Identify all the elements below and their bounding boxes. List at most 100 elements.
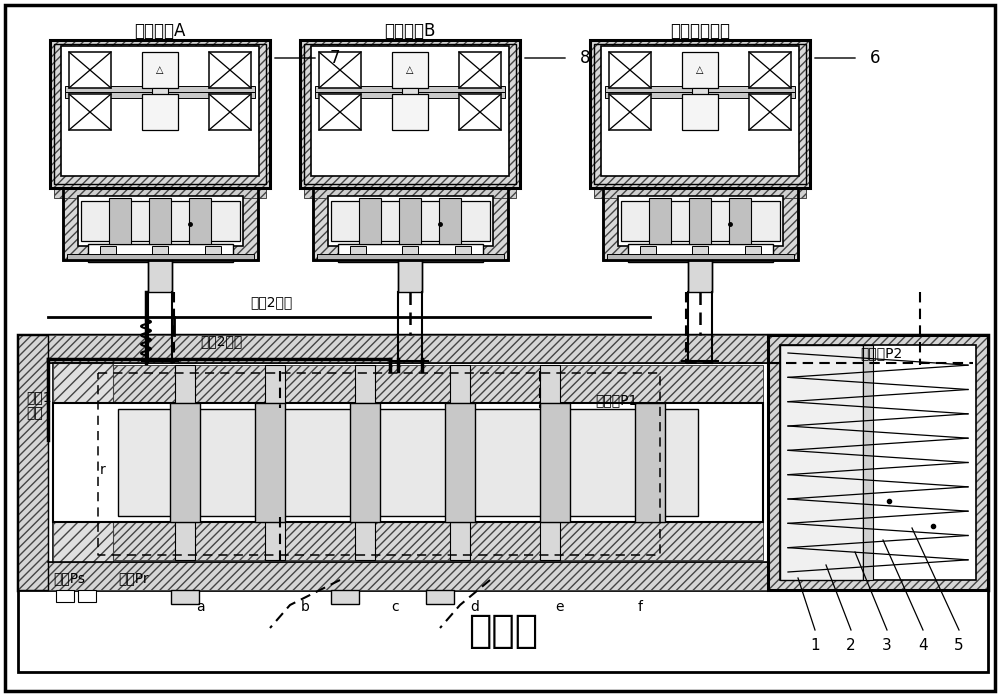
Bar bbox=[399, 198, 421, 244]
Bar bbox=[18, 335, 48, 590]
Bar bbox=[315, 92, 505, 98]
Bar bbox=[312, 188, 508, 260]
Bar bbox=[53, 403, 763, 522]
Bar bbox=[175, 365, 195, 403]
Bar bbox=[56, 590, 74, 602]
Bar bbox=[53, 365, 763, 403]
Bar bbox=[18, 335, 48, 590]
Bar bbox=[53, 363, 113, 562]
Bar bbox=[312, 188, 508, 260]
Bar bbox=[590, 40, 810, 188]
Bar bbox=[692, 246, 708, 256]
Bar bbox=[100, 246, 116, 256]
Bar bbox=[682, 52, 718, 88]
Bar bbox=[590, 40, 810, 188]
Bar bbox=[61, 46, 259, 176]
Bar bbox=[319, 52, 361, 88]
Bar bbox=[48, 562, 768, 590]
Text: 8: 8 bbox=[580, 49, 590, 67]
Bar bbox=[620, 201, 780, 241]
Text: 负载1
通道: 负载1 通道 bbox=[26, 390, 52, 420]
Bar bbox=[304, 188, 516, 198]
Bar bbox=[768, 335, 988, 590]
Bar bbox=[618, 196, 782, 246]
Bar bbox=[53, 522, 763, 560]
Text: 试验台: 试验台 bbox=[468, 612, 538, 650]
Bar bbox=[749, 94, 791, 130]
Bar bbox=[315, 86, 505, 92]
Bar bbox=[540, 403, 570, 522]
Text: 控制油P1: 控制油P1 bbox=[595, 393, 637, 407]
Bar bbox=[744, 246, 761, 256]
Text: 试验产品B: 试验产品B bbox=[384, 22, 436, 40]
Bar bbox=[439, 198, 461, 244]
Bar bbox=[402, 88, 418, 98]
Bar bbox=[749, 52, 791, 88]
Bar bbox=[48, 335, 768, 363]
Text: 6: 6 bbox=[870, 49, 881, 67]
Text: 2: 2 bbox=[846, 638, 856, 653]
Text: a: a bbox=[196, 600, 204, 614]
Bar bbox=[209, 94, 251, 130]
Bar bbox=[18, 590, 988, 672]
Bar bbox=[331, 590, 359, 604]
Bar bbox=[65, 86, 255, 92]
Text: f: f bbox=[638, 600, 642, 614]
Bar bbox=[304, 44, 516, 184]
Bar bbox=[88, 244, 232, 262]
Bar bbox=[118, 409, 698, 516]
Bar bbox=[682, 94, 718, 130]
Bar bbox=[355, 365, 375, 403]
Bar bbox=[601, 46, 799, 176]
Bar bbox=[53, 363, 113, 562]
Bar bbox=[152, 88, 168, 98]
Bar bbox=[109, 198, 131, 244]
Text: d: d bbox=[471, 600, 479, 614]
Bar bbox=[609, 52, 651, 88]
Bar bbox=[392, 52, 428, 88]
Bar bbox=[454, 246, 471, 256]
Text: b: b bbox=[301, 600, 309, 614]
Text: 3: 3 bbox=[882, 638, 892, 653]
Text: 5: 5 bbox=[954, 638, 964, 653]
Bar bbox=[65, 92, 255, 98]
Bar bbox=[692, 88, 708, 98]
Bar bbox=[142, 52, 178, 88]
Bar bbox=[142, 94, 178, 130]
Bar bbox=[189, 198, 211, 244]
Bar bbox=[265, 365, 285, 403]
Bar bbox=[311, 46, 509, 176]
Text: 1: 1 bbox=[810, 638, 820, 653]
Bar bbox=[171, 590, 199, 604]
Bar bbox=[450, 365, 470, 403]
Bar bbox=[649, 198, 671, 244]
Bar bbox=[540, 365, 560, 403]
Text: △: △ bbox=[406, 65, 414, 75]
Bar bbox=[350, 246, 366, 256]
Bar bbox=[768, 335, 988, 590]
Bar bbox=[170, 403, 200, 522]
Bar bbox=[209, 52, 251, 88]
Bar bbox=[149, 198, 171, 244]
Bar bbox=[445, 403, 475, 522]
Bar bbox=[50, 40, 270, 188]
Bar bbox=[606, 254, 794, 260]
Bar bbox=[69, 94, 111, 130]
Bar bbox=[426, 590, 454, 604]
Text: 控制用伺服阀: 控制用伺服阀 bbox=[670, 22, 730, 40]
Bar bbox=[54, 188, 266, 198]
Bar bbox=[69, 52, 111, 88]
Text: 7: 7 bbox=[330, 49, 340, 67]
Bar bbox=[350, 403, 380, 522]
Bar bbox=[402, 246, 418, 256]
Bar bbox=[152, 246, 168, 256]
Bar bbox=[54, 44, 266, 184]
Bar bbox=[780, 345, 863, 580]
Bar bbox=[338, 244, 482, 262]
Bar bbox=[628, 244, 772, 262]
Text: 负载2通道: 负载2通道 bbox=[250, 295, 292, 309]
Bar bbox=[50, 40, 270, 188]
Bar bbox=[255, 403, 285, 522]
Text: 4: 4 bbox=[918, 638, 928, 653]
Text: 控制油P2: 控制油P2 bbox=[860, 346, 902, 360]
